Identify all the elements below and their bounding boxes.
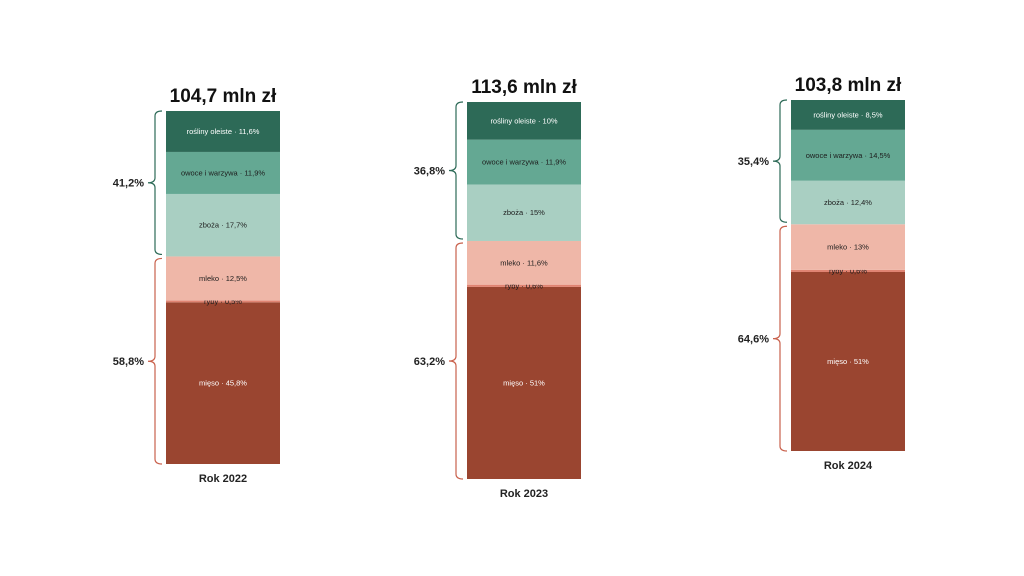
segment-mieso [467, 286, 581, 479]
segment-mleko [791, 224, 905, 270]
plant-group-label: 36,8% [414, 165, 445, 177]
segment-label-mleko: mleko · 11,6% [500, 258, 548, 267]
segment-label-ryby: ryby · 0,6% [829, 266, 867, 275]
animal-group-label: 64,6% [738, 334, 769, 346]
bar-group-3: mięso · 51% ryby · 0,6% mleko · 13% zboża ·… [738, 75, 905, 472]
plant-bracket [448, 101, 464, 240]
segment-label-mieso: mięso · 45,8% [199, 379, 247, 388]
plant-bracket [147, 110, 163, 256]
segment-label-rosliny: rośliny oleiste · 10% [490, 116, 557, 125]
year-label: Rok 2024 [824, 460, 873, 472]
total-label: 104,7 mln zł [170, 86, 277, 107]
animal-group-label: 58,8% [113, 356, 144, 368]
segment-label-owoce: owoce i warzywa · 11,9% [181, 168, 265, 177]
segment-ryby [166, 300, 280, 303]
animal-bracket [772, 225, 788, 452]
segment-mieso [791, 271, 905, 451]
bar-group-2: mięso · 51% ryby · 0,6% mleko · 11,6% zboża… [414, 77, 581, 500]
segment-rosliny [467, 102, 581, 140]
segment-label-rosliny: rośliny oleiste · 8,5% [813, 110, 883, 119]
segment-label-mleko: mleko · 12,5% [199, 274, 247, 283]
segment-label-zboza: zboża · 15% [503, 208, 545, 217]
segment-zboza [166, 193, 280, 257]
segment-ryby [791, 269, 905, 272]
plant-group-label: 35,4% [738, 156, 769, 168]
animal-bracket [448, 242, 464, 480]
segment-label-zboza: zboża · 17,7% [199, 221, 247, 230]
segment-rosliny [166, 111, 280, 152]
bar-group-1: mięso · 45,8% ryby · 0,5% mleko · 12,5% zbo… [113, 86, 280, 485]
segment-label-mieso: mięso · 51% [503, 378, 545, 387]
segment-zboza [467, 184, 581, 241]
segment-owoce [467, 139, 581, 185]
animal-group-label: 63,2% [414, 356, 445, 368]
year-label: Rok 2023 [500, 488, 548, 500]
segment-label-ryby: ryby · 0,5% [204, 297, 242, 306]
segment-mleko [467, 240, 581, 285]
segment-label-owoce: owoce i warzywa · 14,5% [806, 151, 891, 160]
segment-owoce [166, 151, 280, 194]
segment-label-mieso: mięso · 51% [827, 357, 869, 366]
segment-label-ryby: ryby · 0,6% [505, 281, 543, 290]
segment-label-owoce: owoce i warzywa · 11,9% [482, 158, 566, 167]
segment-mleko [166, 256, 280, 301]
segment-owoce [791, 129, 905, 181]
segment-rosliny [791, 100, 905, 130]
total-label: 103,8 mln zł [795, 75, 902, 96]
segment-mieso [166, 302, 280, 464]
segment-ryby [467, 284, 581, 287]
segment-label-zboza: zboża · 12,4% [824, 198, 872, 207]
plant-group-label: 41,2% [113, 178, 144, 190]
total-label: 113,6 mln zł [471, 77, 577, 98]
segment-label-mleko: mleko · 13% [827, 243, 869, 252]
animal-bracket [147, 257, 163, 465]
plant-bracket [772, 99, 788, 223]
segment-zboza [791, 180, 905, 225]
year-label: Rok 2022 [199, 473, 247, 485]
segment-label-rosliny: rośliny oleiste · 11,6% [187, 127, 260, 136]
